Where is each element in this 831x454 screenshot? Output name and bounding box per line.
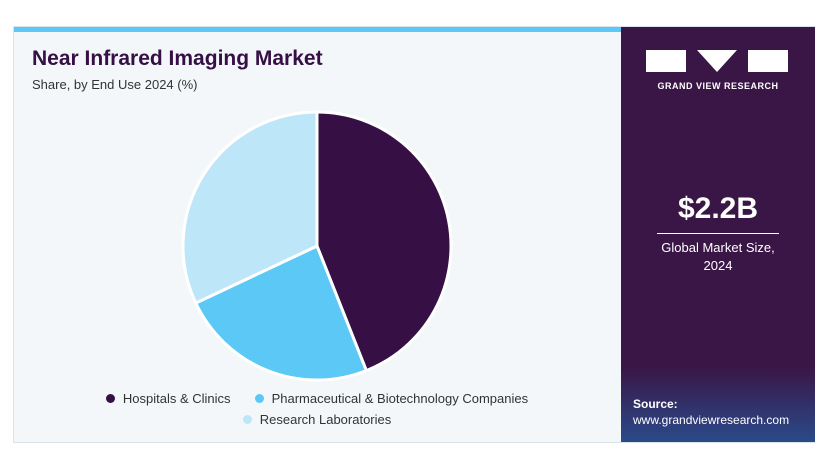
card: Near Infrared Imaging Market Share, by E… [13, 26, 815, 443]
source-url: www.grandviewresearch.com [633, 413, 790, 427]
chart-subtitle: Share, by End Use 2024 (%) [32, 77, 198, 92]
pie-chart [181, 110, 453, 382]
legend-item: Research Laboratories [242, 412, 392, 427]
pie-slice [193, 243, 369, 382]
legend: Hospitals & Clinics Pharmaceutical & Biot… [74, 391, 560, 427]
logo [646, 50, 788, 72]
legend-label: Research Laboratories [259, 412, 392, 427]
logo-block [748, 50, 788, 72]
logo-block [697, 50, 737, 72]
legend-swatch [254, 394, 264, 403]
sidebar: GRAND VIEW RESEARCH $2.2B Global Market … [621, 27, 815, 442]
legend-item: Pharmaceutical & Biotechnology Companies [254, 391, 529, 406]
legend-item: Hospitals & Clinics [105, 391, 231, 406]
brand: GRAND VIEW RESEARCH [657, 81, 779, 91]
legend-swatch [105, 394, 115, 403]
chart-title: Near Infrared Imaging Market [32, 47, 323, 70]
market-size-label: Global Market Size, 2024 [661, 240, 775, 273]
pie-slice [181, 110, 319, 306]
top-bar [14, 27, 621, 32]
legend-label: Pharmaceutical & Biotechnology Companies [271, 391, 529, 406]
legend-swatch [242, 415, 252, 424]
source-label: Source: [633, 397, 678, 411]
logo-block [646, 50, 686, 72]
divider [657, 233, 779, 234]
legend-label: Hospitals & Clinics [122, 391, 231, 406]
footer-band [621, 367, 815, 442]
pie-slice [315, 110, 453, 373]
market-size: $2.2B [677, 192, 759, 225]
